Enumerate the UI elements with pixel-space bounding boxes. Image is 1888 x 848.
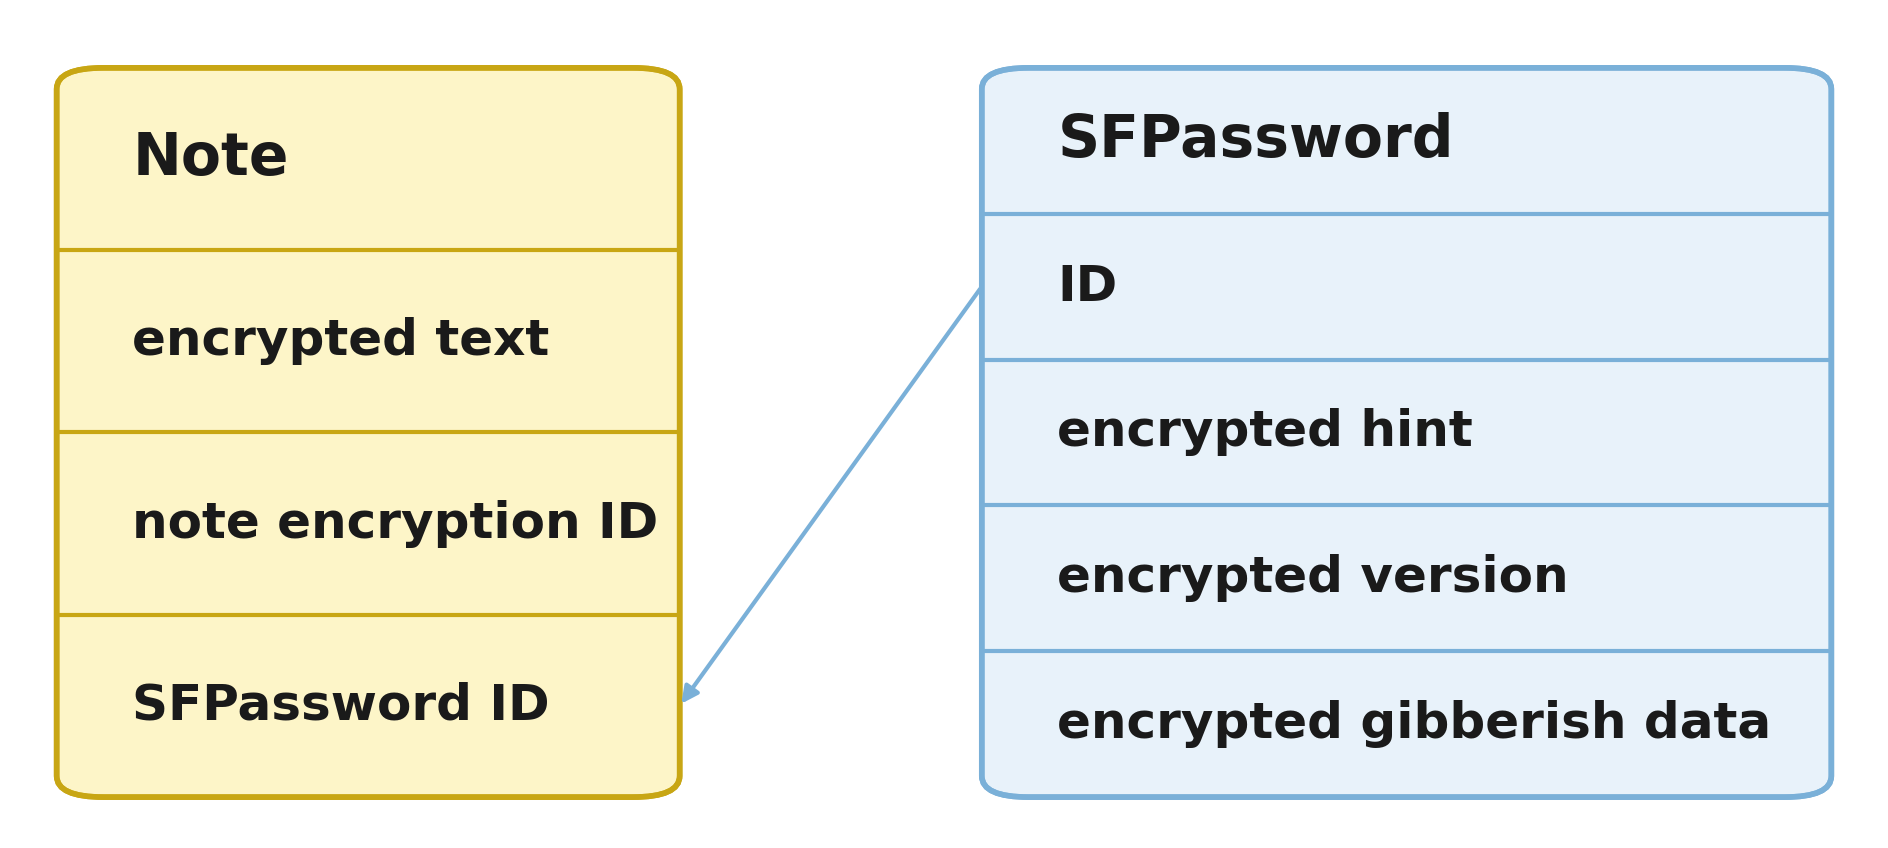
- Text: note encryption ID: note encryption ID: [132, 499, 659, 548]
- Text: encrypted hint: encrypted hint: [1057, 409, 1473, 456]
- Text: Note: Note: [132, 131, 289, 187]
- Text: encrypted text: encrypted text: [132, 317, 549, 365]
- Text: SFPassword ID: SFPassword ID: [132, 682, 549, 730]
- Text: encrypted version: encrypted version: [1057, 555, 1569, 602]
- FancyBboxPatch shape: [982, 68, 1831, 797]
- Text: encrypted gibberish data: encrypted gibberish data: [1057, 700, 1771, 748]
- Text: ID: ID: [1057, 263, 1118, 310]
- FancyBboxPatch shape: [57, 68, 680, 797]
- Text: SFPassword: SFPassword: [1057, 112, 1454, 170]
